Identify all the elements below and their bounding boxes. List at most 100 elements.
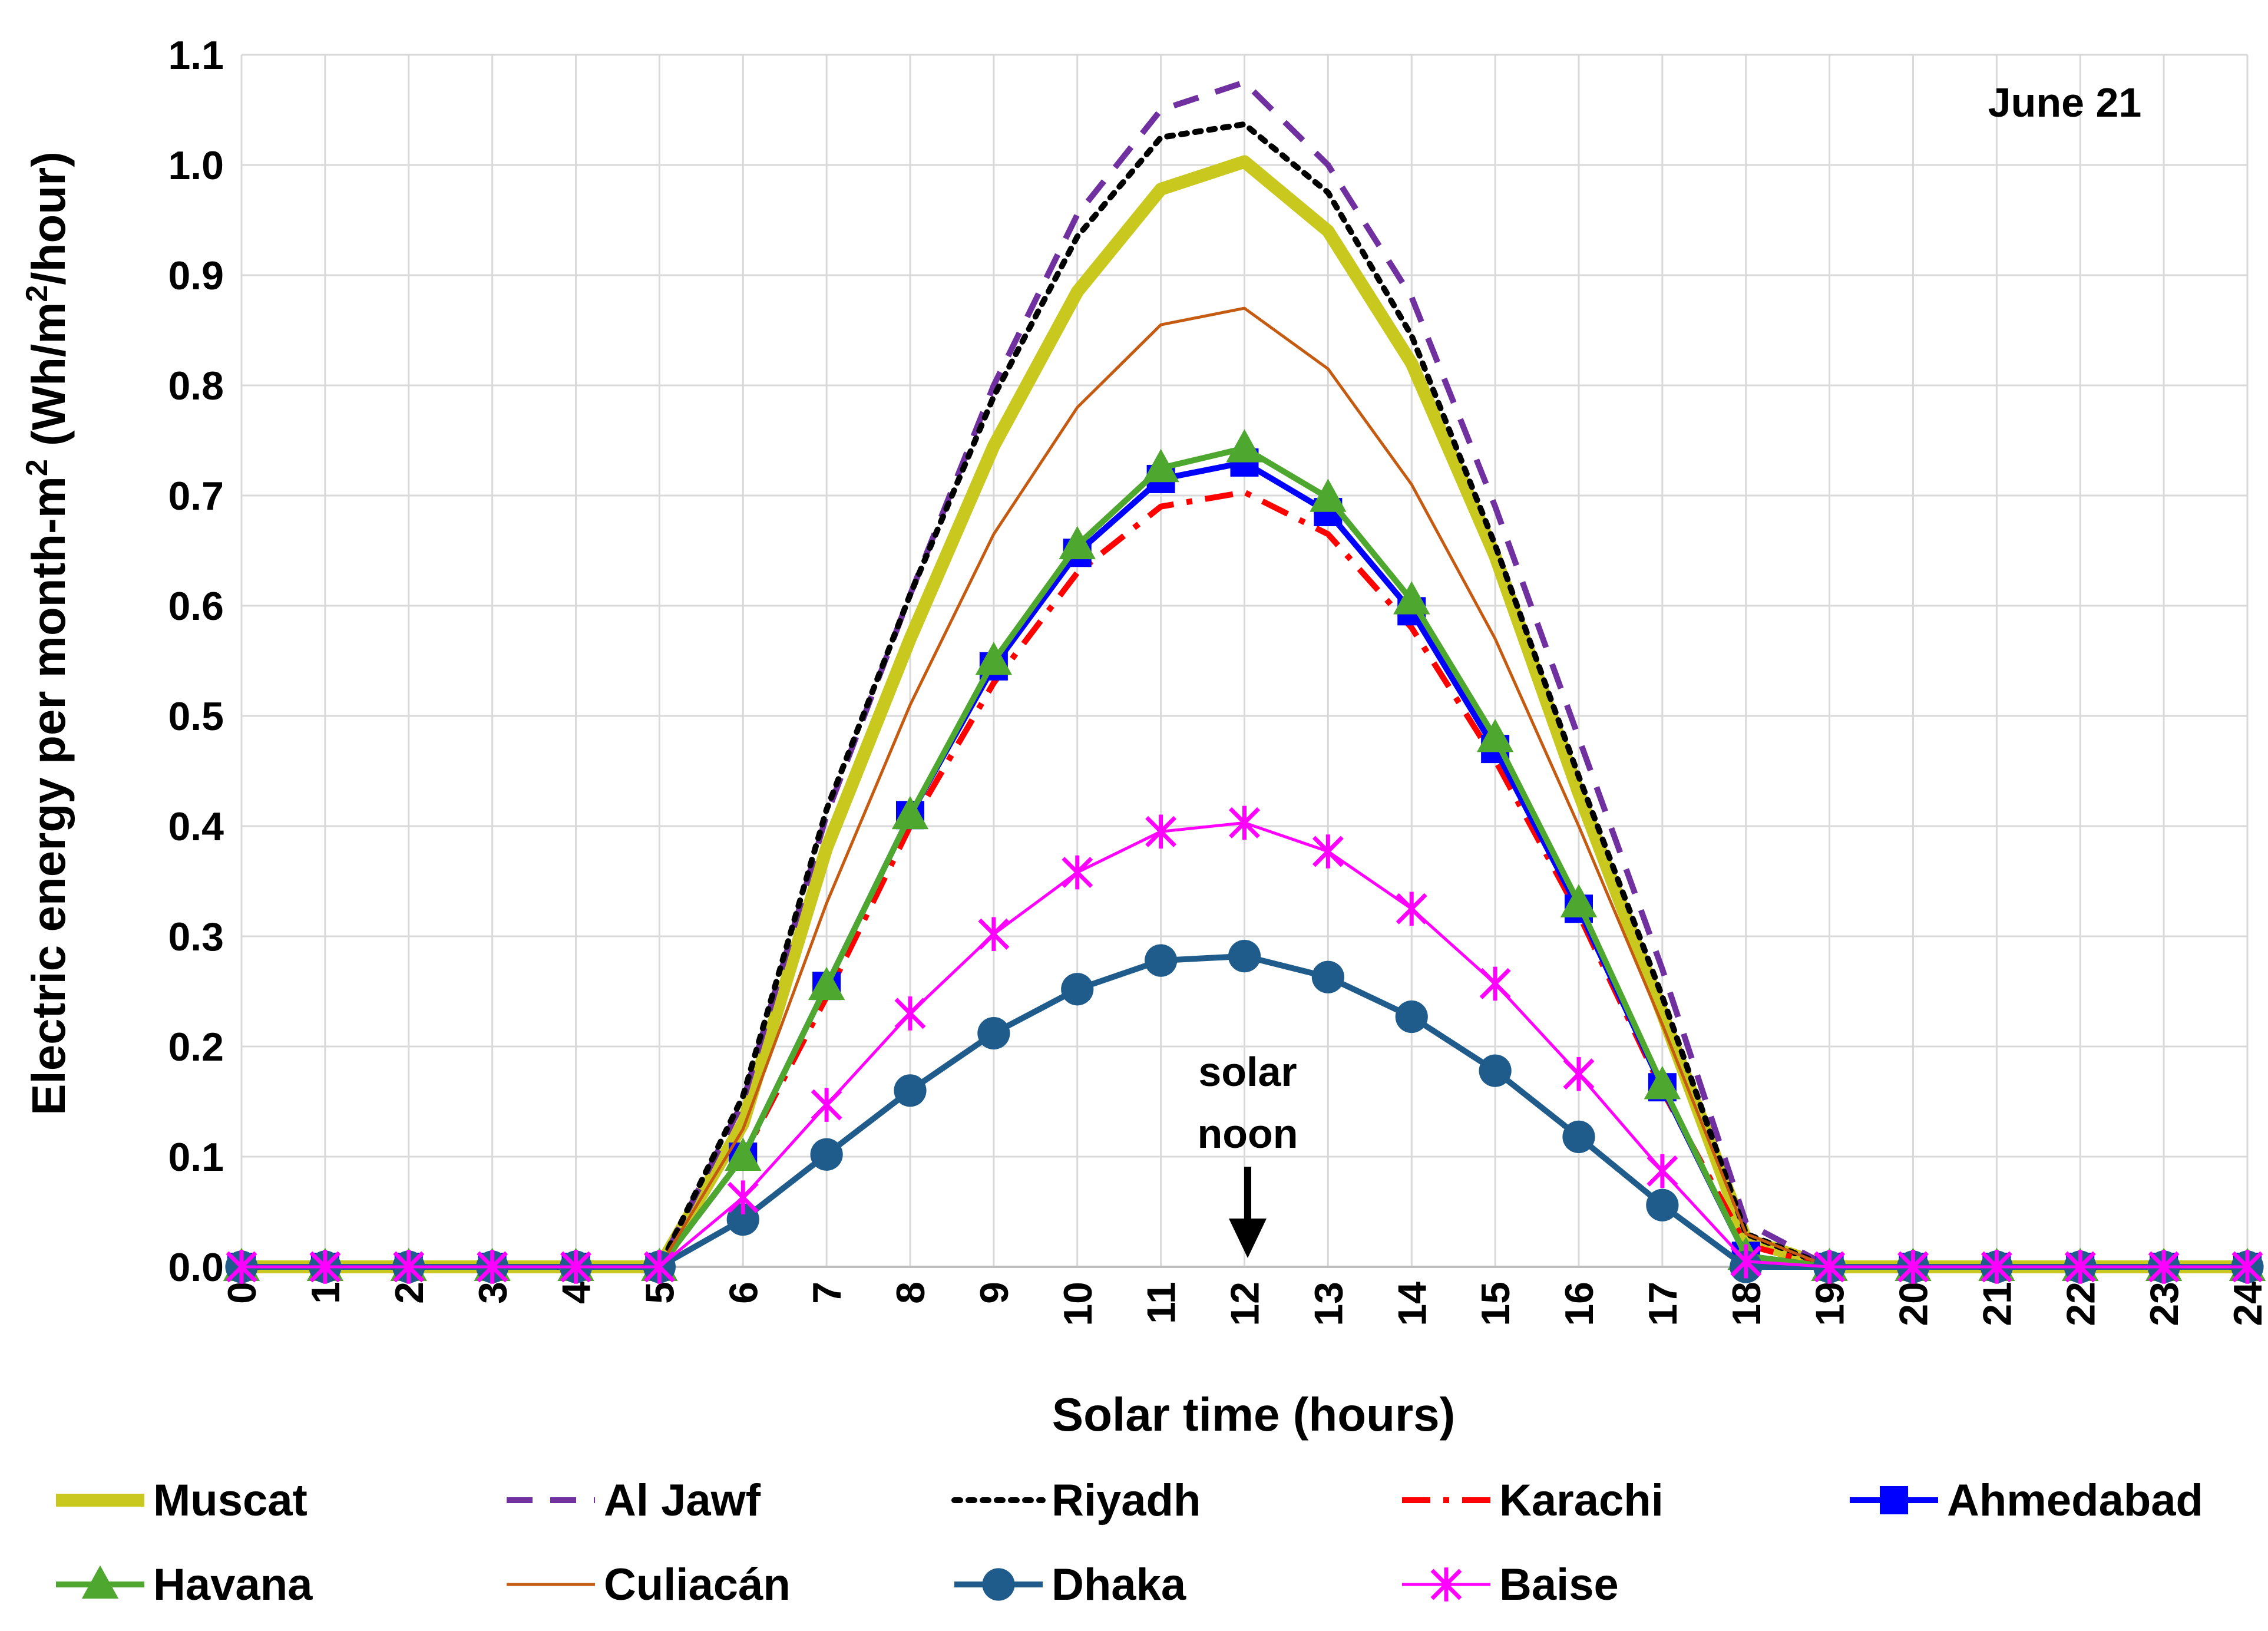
legend-marker-dhaka <box>982 1568 1015 1601</box>
legend-item-baise: Baise <box>1402 1560 1619 1610</box>
x-tick-label: 19 <box>1808 1282 1853 1326</box>
legend-item-culiac-n: Culiacán <box>507 1560 791 1610</box>
data-point-baise <box>1647 1154 1678 1188</box>
legend-item-havana: Havana <box>56 1560 313 1610</box>
x-tick-label: 3 <box>471 1282 515 1304</box>
legend-item-ahmedabad: Ahmedabad <box>1850 1475 2203 1526</box>
data-point-dhaka <box>726 1203 759 1236</box>
data-point-baise <box>1563 1056 1595 1091</box>
legend-marker-baise <box>1430 1567 1462 1602</box>
solar-noon-label-line1: solar <box>1198 1049 1297 1095</box>
data-point-baise <box>1479 966 1511 1001</box>
series-group <box>223 79 2266 1284</box>
x-tick-label: 18 <box>1724 1282 1769 1326</box>
x-tick-label: 21 <box>1975 1282 2019 1326</box>
legend-label-muscat: Muscat <box>153 1475 308 1526</box>
legend-item-riyadh: Riyadh <box>951 1475 1201 1526</box>
x-tick-label: 7 <box>805 1282 849 1304</box>
data-point-havana <box>808 966 845 1001</box>
data-point-baise <box>643 1250 675 1284</box>
y-tick-label: 1.1 <box>168 33 224 78</box>
x-tick-label: 4 <box>554 1282 599 1304</box>
data-point-baise <box>2064 1250 2096 1284</box>
x-tick-label: 8 <box>888 1282 933 1304</box>
y-axis-label: Electric energy per month-m2 (Wh/m2/hour… <box>20 151 75 1115</box>
solar-noon-annotation: solar noon <box>1197 1049 1298 1258</box>
data-point-baise <box>1145 814 1177 849</box>
x-tick-label: 1 <box>303 1282 348 1304</box>
data-point-dhaka <box>977 1016 1010 1050</box>
legend-marker-ahmedabad <box>1880 1486 1908 1514</box>
x-tick-label: 11 <box>1139 1282 1184 1324</box>
data-point-havana <box>725 1137 762 1171</box>
y-tick-label: 0.1 <box>168 1135 224 1180</box>
data-point-dhaka <box>1646 1188 1679 1221</box>
x-tick-label: 22 <box>2058 1282 2103 1326</box>
legend-item-dhaka: Dhaka <box>954 1560 1186 1610</box>
legend-item-al-jawf: Al Jawf <box>507 1475 761 1526</box>
x-axis-label: Solar time (hours) <box>1052 1388 1456 1441</box>
data-point-baise <box>560 1250 591 1284</box>
x-tick-label: 13 <box>1306 1282 1351 1326</box>
data-point-baise <box>393 1250 425 1284</box>
legend-label-ahmedabad: Ahmedabad <box>1947 1475 2203 1526</box>
data-point-dhaka <box>1562 1120 1595 1153</box>
grid <box>240 54 2249 1268</box>
x-tick-label: 14 <box>1390 1282 1434 1326</box>
data-point-baise <box>309 1250 341 1284</box>
data-point-baise <box>1396 892 1427 926</box>
x-tick-labels: 0 1 2 3 4 5 6 7 8 9 10 11 12 13 14 15 16 17 18 19 20 21 22 23 24 <box>220 1282 2268 1326</box>
legend-label-havana: Havana <box>153 1560 313 1610</box>
legend-label-baise: Baise <box>1499 1560 1619 1610</box>
data-point-baise <box>727 1180 759 1214</box>
legend-label-dhaka: Dhaka <box>1052 1560 1186 1610</box>
x-tick-label: 15 <box>1473 1282 1518 1326</box>
data-point-havana <box>1476 719 1514 752</box>
y-tick-label: 0.0 <box>168 1245 224 1290</box>
data-point-dhaka <box>1061 973 1094 1006</box>
data-point-baise <box>1730 1244 1762 1279</box>
x-tick-label: 16 <box>1557 1282 1602 1326</box>
x-tick-label: 10 <box>1056 1282 1100 1326</box>
x-tick-label: 0 <box>220 1282 265 1304</box>
y-tick-label: 0.3 <box>168 914 224 959</box>
data-point-baise <box>978 917 1010 952</box>
data-point-baise <box>226 1250 257 1284</box>
data-point-dhaka <box>810 1138 843 1171</box>
legend-label-culiac-n: Culiacán <box>604 1560 791 1610</box>
y-tick-label: 0.8 <box>168 364 224 408</box>
x-tick-label: 20 <box>1892 1282 1936 1326</box>
data-point-baise <box>2148 1250 2180 1284</box>
data-point-baise <box>477 1250 508 1284</box>
date-annotation: June 21 <box>1988 80 2142 126</box>
data-point-havana <box>1560 884 1598 917</box>
y-tick-label: 0.6 <box>168 584 224 629</box>
y-tick-labels: 0.0 0.1 0.2 0.3 0.4 0.5 0.6 0.7 0.8 0.9 1.0 1.1 <box>168 33 224 1290</box>
data-point-dhaka <box>1145 944 1178 977</box>
data-point-baise <box>1229 805 1260 840</box>
legend-label-al-jawf: Al Jawf <box>604 1475 761 1526</box>
data-point-baise <box>1062 855 1093 890</box>
y-tick-label: 1.0 <box>168 143 224 188</box>
solar-noon-arrow-icon <box>1229 1219 1267 1258</box>
legend: Muscat Al Jawf Riyadh Karachi Ahmedabad Havan… <box>56 1475 2203 1610</box>
data-point-dhaka <box>1228 940 1261 973</box>
x-tick-label: 5 <box>637 1282 682 1304</box>
data-point-baise <box>2231 1250 2263 1284</box>
x-tick-label: 24 <box>2226 1282 2268 1326</box>
data-point-havana <box>975 642 1013 675</box>
legend-item-karachi: Karachi <box>1402 1475 1664 1526</box>
x-tick-label: 2 <box>387 1282 432 1304</box>
legend-label-karachi: Karachi <box>1499 1475 1664 1526</box>
data-point-baise <box>1814 1250 1846 1284</box>
data-point-havana <box>1393 581 1430 615</box>
x-tick-label: 12 <box>1223 1282 1268 1326</box>
y-tick-label: 0.4 <box>168 804 224 849</box>
data-point-dhaka <box>1311 960 1344 993</box>
legend-marker-havana <box>81 1565 119 1599</box>
y-tick-label: 0.7 <box>168 474 224 519</box>
legend-item-muscat: Muscat <box>56 1475 308 1526</box>
data-point-baise <box>1312 834 1344 869</box>
solar-noon-label-line2: noon <box>1197 1111 1298 1157</box>
